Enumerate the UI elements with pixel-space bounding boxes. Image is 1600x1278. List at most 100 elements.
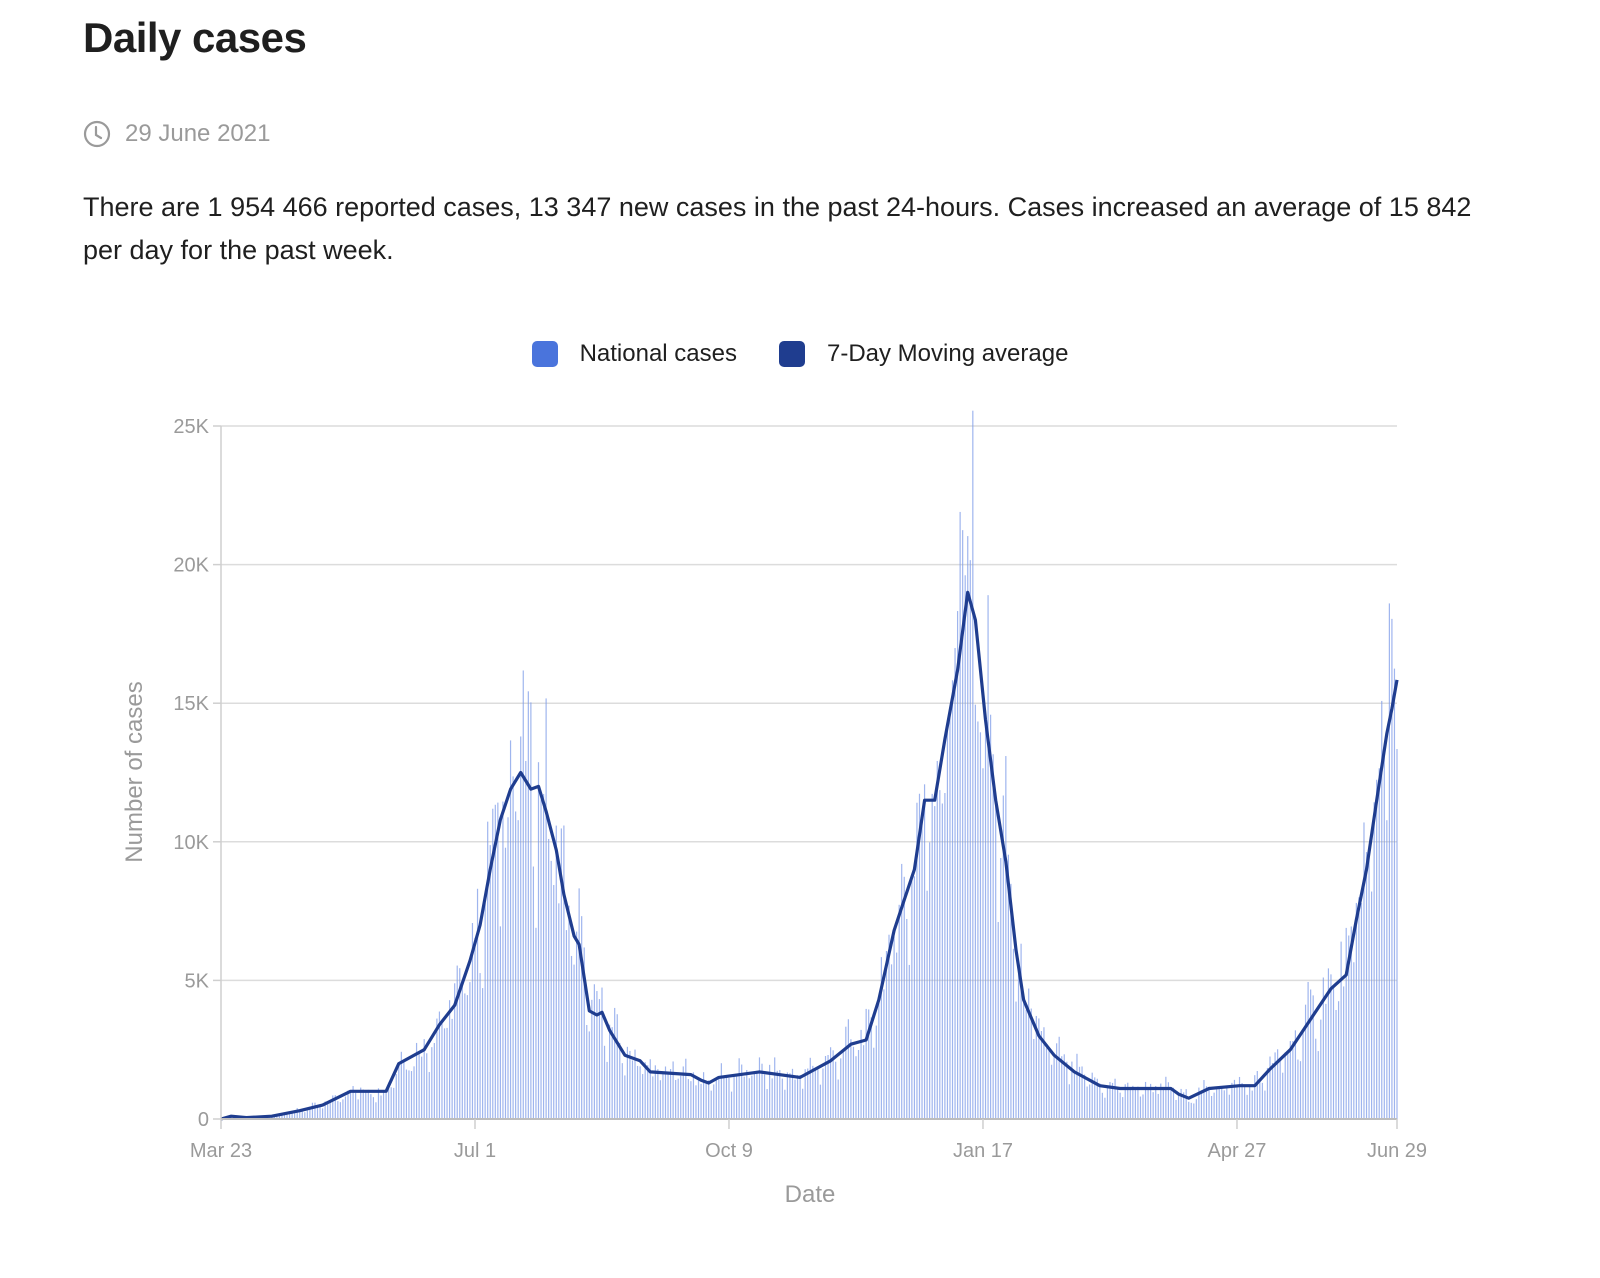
national-cases-bar [659, 1080, 662, 1119]
national-cases-bar [469, 982, 471, 1119]
national-cases-bar [596, 991, 598, 1119]
national-cases-bar [863, 1045, 865, 1119]
national-cases-bar [690, 1081, 692, 1119]
national-cases-bar [931, 793, 933, 1119]
national-cases-bar [662, 1074, 664, 1119]
national-cases-bar [865, 1008, 867, 1119]
national-cases-bar [1376, 779, 1378, 1119]
national-cases-bar [814, 1070, 816, 1119]
national-cases-bar [278, 1114, 281, 1119]
national-cases-bar [779, 1070, 781, 1119]
national-cases-bar [609, 1024, 611, 1119]
national-cases-bar [705, 1082, 707, 1119]
national-cases-bar [1061, 1056, 1063, 1119]
national-cases-bar [542, 794, 545, 1119]
national-cases-bar [990, 714, 992, 1119]
national-cases-bar [464, 993, 466, 1119]
national-cases-bar [959, 511, 961, 1119]
national-cases-bar [654, 1065, 656, 1119]
national-cases-bar [1073, 1072, 1076, 1119]
national-cases-bar [441, 1023, 443, 1119]
national-cases-bar [448, 1000, 451, 1119]
chart-legend: National cases 7-Day Moving average [0, 340, 1600, 368]
national-cases-bar [1360, 903, 1363, 1119]
national-cases-bar [395, 1074, 397, 1119]
national-cases-bar [906, 918, 908, 1119]
national-cases-bar [763, 1074, 766, 1119]
national-cases-bar [852, 1046, 855, 1119]
national-cases-bar [1076, 1053, 1078, 1119]
national-cases-bar [913, 876, 916, 1119]
legend-item-national-cases[interactable]: National cases [531, 340, 737, 368]
national-cases-bar [969, 560, 971, 1119]
national-cases-bar [527, 691, 529, 1119]
national-cases-bar [520, 736, 522, 1119]
national-cases-bar [1358, 897, 1360, 1119]
national-cases-bar [708, 1080, 710, 1119]
national-cases-bar [1312, 995, 1314, 1119]
national-cases-bar [962, 530, 964, 1119]
x-tick-label: Jul 1 [454, 1140, 496, 1162]
legend-swatch-moving-average [778, 341, 805, 367]
national-cases-bar [725, 1075, 728, 1119]
national-cases-bar [291, 1112, 293, 1119]
national-cases-bar [1167, 1082, 1170, 1119]
national-cases-bar [497, 802, 499, 1119]
national-cases-bar [979, 732, 982, 1119]
national-cases-bar [494, 804, 496, 1119]
national-cases-bar [1127, 1082, 1129, 1119]
national-cases-bar [1150, 1083, 1152, 1119]
national-cases-bar [956, 611, 959, 1119]
legend-item-moving-average[interactable]: 7-Day Moving average [778, 340, 1069, 368]
national-cases-bar [294, 1110, 296, 1119]
national-cases-bar [723, 1077, 725, 1119]
national-cases-bar [1002, 795, 1004, 1119]
national-cases-bar [697, 1080, 700, 1119]
national-cases-bar [1033, 1039, 1035, 1119]
national-cases-bar [482, 988, 484, 1119]
national-cases-bar [1038, 1018, 1040, 1119]
national-cases-bar [1241, 1083, 1243, 1119]
national-cases-bar [1249, 1085, 1251, 1119]
national-cases-bar [840, 1058, 842, 1119]
national-cases-bar [972, 410, 974, 1119]
national-cases-bar [649, 1059, 651, 1119]
national-cases-bar [454, 983, 456, 1119]
national-cases-bar [548, 838, 550, 1119]
national-cases-bar [1297, 1059, 1299, 1119]
national-cases-bar [588, 1031, 590, 1119]
national-cases-bar [720, 1063, 722, 1119]
national-cases-bar [466, 995, 468, 1119]
national-cases-bar [1119, 1092, 1121, 1119]
national-cases-bar [796, 1075, 799, 1119]
national-cases-bar [1317, 1051, 1319, 1119]
national-cases-bar [606, 1061, 608, 1119]
national-cases-bar [1058, 1036, 1060, 1119]
national-cases-bar [1147, 1088, 1149, 1119]
national-cases-bar [400, 1051, 402, 1119]
national-cases-bar [982, 768, 984, 1119]
national-cases-bar [934, 806, 936, 1119]
national-cases-bar [774, 1057, 776, 1119]
national-cases-bar [1035, 1015, 1037, 1119]
national-cases-bar [621, 1063, 623, 1119]
national-cases-bar [474, 937, 476, 1119]
national-cases-bar [377, 1088, 380, 1119]
legend-label: 7-Day Moving average [826, 340, 1069, 367]
national-cases-bar [692, 1072, 695, 1119]
national-cases-bar [1007, 854, 1009, 1119]
national-cases-bar [1193, 1103, 1195, 1119]
national-cases-bar [380, 1095, 382, 1119]
national-cases-bar [733, 1076, 735, 1119]
national-cases-bar [1183, 1092, 1185, 1119]
national-cases-bar [639, 1066, 641, 1119]
national-cases-bar [1277, 1049, 1279, 1119]
national-cases-bar [347, 1090, 349, 1119]
national-cases-bar [715, 1077, 717, 1119]
national-cases-bar [794, 1079, 796, 1119]
national-cases-bar [1056, 1043, 1058, 1119]
national-cases-bar [1180, 1088, 1182, 1119]
national-cases-bar [1160, 1083, 1162, 1119]
national-cases-bar [1264, 1090, 1266, 1119]
